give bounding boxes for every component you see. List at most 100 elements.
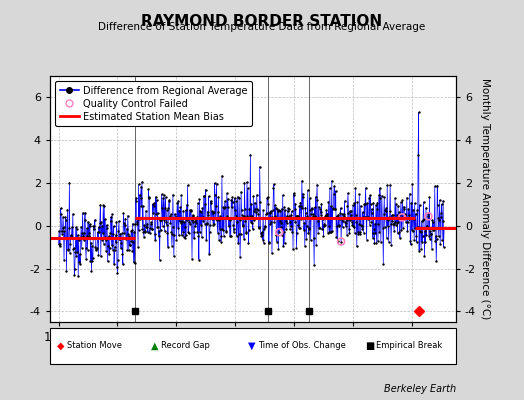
Point — [161, 194, 170, 200]
Point — [334, 222, 343, 228]
Point — [152, 196, 161, 203]
Point — [432, 258, 441, 264]
Point — [382, 205, 390, 211]
Point — [419, 217, 427, 223]
Point — [69, 246, 78, 252]
Point — [119, 220, 128, 227]
Point — [427, 231, 435, 238]
Point — [312, 197, 321, 203]
Point — [415, 248, 423, 254]
Point — [420, 216, 428, 222]
Point — [433, 202, 442, 208]
Point — [62, 216, 70, 223]
Point — [211, 192, 219, 198]
Point — [385, 238, 393, 245]
Point — [110, 223, 118, 230]
Point — [307, 211, 315, 218]
Point — [428, 246, 436, 252]
Point — [208, 208, 216, 214]
Point — [349, 223, 357, 229]
Point — [236, 254, 244, 260]
Point — [414, 109, 423, 116]
Point — [218, 172, 226, 179]
Point — [70, 272, 79, 278]
Point — [185, 207, 194, 213]
Point — [146, 224, 155, 231]
Point — [248, 212, 257, 219]
Point — [368, 206, 376, 212]
Point — [379, 211, 388, 218]
Point — [263, 210, 271, 216]
Point — [362, 214, 370, 220]
Point — [246, 151, 255, 158]
Point — [405, 216, 413, 223]
Point — [403, 228, 411, 234]
Point — [210, 209, 218, 215]
Point — [61, 234, 69, 241]
Point — [169, 191, 177, 198]
Point — [421, 238, 430, 245]
Point — [65, 224, 73, 231]
Point — [236, 231, 245, 237]
Point — [336, 205, 345, 211]
Point — [286, 226, 294, 232]
Point — [348, 219, 356, 225]
Point — [237, 189, 245, 195]
Point — [78, 230, 86, 236]
Point — [61, 214, 70, 220]
Point — [379, 225, 387, 232]
Point — [410, 200, 419, 206]
Point — [277, 220, 286, 227]
Point — [128, 220, 137, 227]
Point — [81, 210, 89, 216]
Point — [219, 226, 227, 233]
Point — [345, 225, 353, 232]
Point — [178, 218, 187, 224]
Point — [144, 186, 152, 193]
Point — [298, 178, 306, 184]
Point — [299, 194, 308, 200]
Point — [60, 228, 69, 234]
Point — [222, 227, 230, 234]
Point — [271, 202, 279, 208]
Point — [401, 211, 410, 218]
Point — [288, 216, 297, 222]
Point — [176, 204, 184, 210]
Point — [242, 230, 250, 236]
Point — [233, 233, 241, 239]
Point — [79, 210, 87, 216]
Point — [356, 202, 365, 209]
Point — [374, 238, 382, 244]
Point — [353, 243, 361, 250]
Point — [235, 217, 244, 223]
Point — [343, 203, 352, 210]
Point — [165, 204, 173, 211]
Point — [273, 206, 281, 212]
Point — [280, 204, 288, 210]
Point — [209, 210, 217, 216]
Point — [309, 213, 318, 219]
Point — [320, 222, 328, 229]
Point — [337, 216, 346, 222]
Point — [246, 213, 254, 219]
Point — [350, 224, 358, 230]
Point — [323, 210, 332, 217]
Point — [141, 229, 149, 236]
Point — [189, 213, 197, 220]
Point — [105, 251, 113, 257]
Point — [426, 228, 434, 234]
Point — [293, 213, 302, 220]
Point — [314, 230, 322, 236]
Point — [197, 209, 205, 215]
Point — [204, 193, 213, 200]
Point — [228, 199, 237, 205]
Point — [394, 202, 402, 209]
Point — [310, 262, 318, 268]
Point — [82, 232, 91, 239]
Point — [145, 195, 153, 202]
Point — [254, 211, 263, 218]
Point — [140, 234, 148, 240]
Point — [371, 230, 379, 236]
Point — [123, 247, 132, 254]
Point — [136, 195, 145, 201]
